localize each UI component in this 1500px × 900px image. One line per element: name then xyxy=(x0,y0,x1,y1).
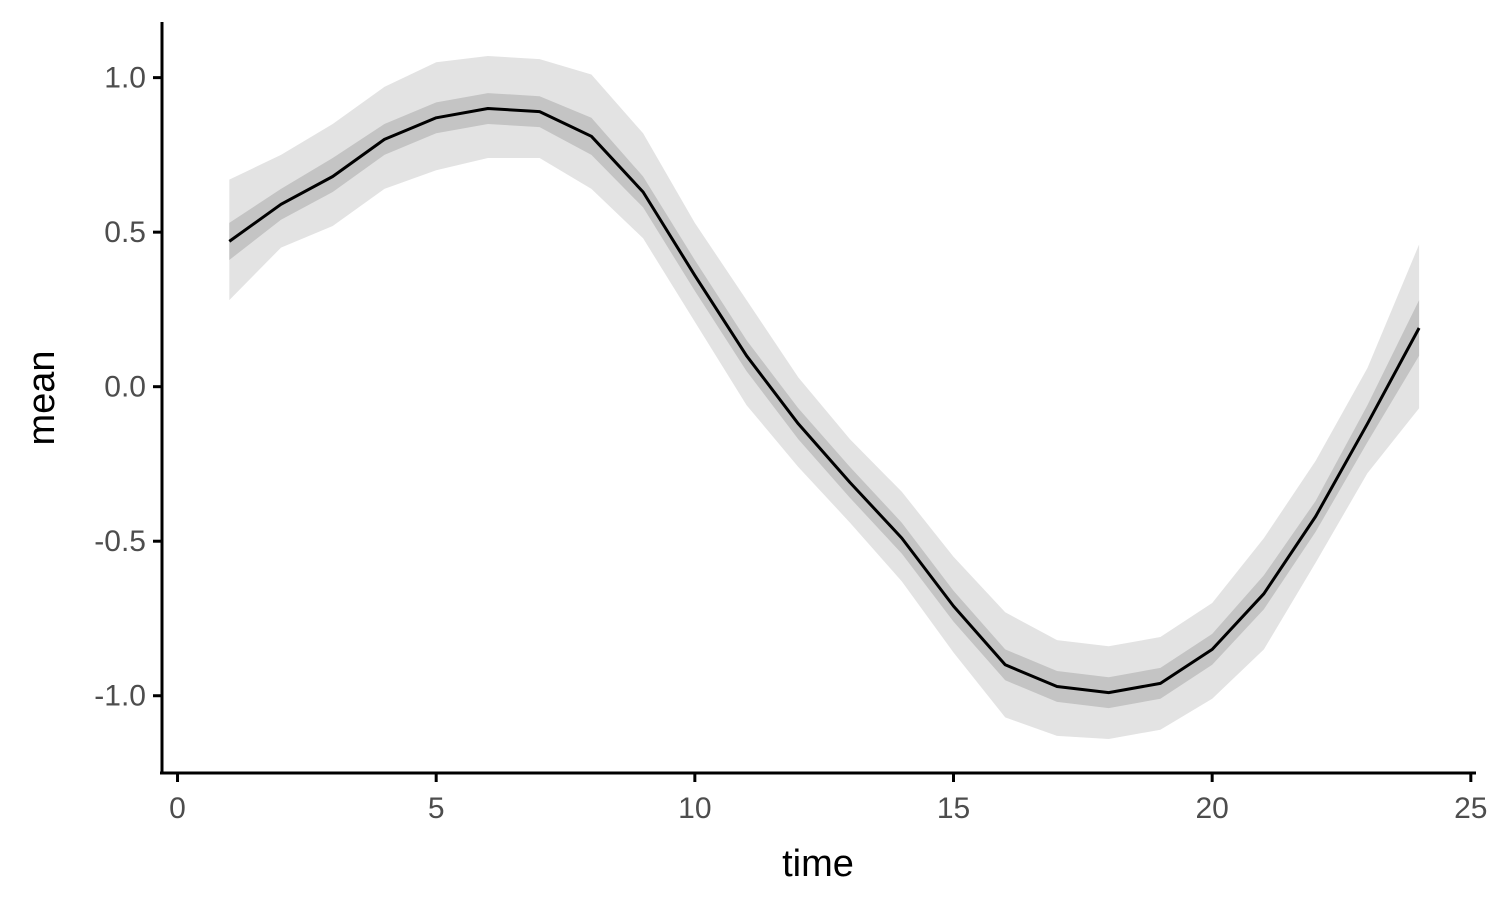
x-ticks: 0 5 10 15 20 25 xyxy=(169,773,1488,825)
y-ticks: -1.0 -0.5 0.0 0.5 1.0 xyxy=(94,62,162,713)
lines-layer xyxy=(228,107,1421,695)
y-tick-label: -0.5 xyxy=(94,525,146,558)
x-tick-label: 10 xyxy=(678,792,711,825)
mean-line-1 xyxy=(228,107,1421,695)
y-tick-label: -1.0 xyxy=(94,680,146,713)
y-tick-label: 0.5 xyxy=(104,216,146,249)
y-tick-label: 0.0 xyxy=(104,371,146,404)
y-axis-title: mean xyxy=(21,350,63,445)
axes-layer xyxy=(160,22,1476,775)
y-tick-label: 1.0 xyxy=(104,62,146,95)
x-tick-label: 25 xyxy=(1454,792,1487,825)
x-tick-label: 20 xyxy=(1195,792,1228,825)
confidence-band-1 xyxy=(229,56,1420,739)
x-tick-label: 5 xyxy=(428,792,445,825)
bands-layer xyxy=(229,56,1420,739)
x-tick-label: 15 xyxy=(937,792,970,825)
confidence-band-2 xyxy=(229,93,1420,709)
x-tick-label: 0 xyxy=(169,792,186,825)
x-axis-title: time xyxy=(782,843,854,885)
